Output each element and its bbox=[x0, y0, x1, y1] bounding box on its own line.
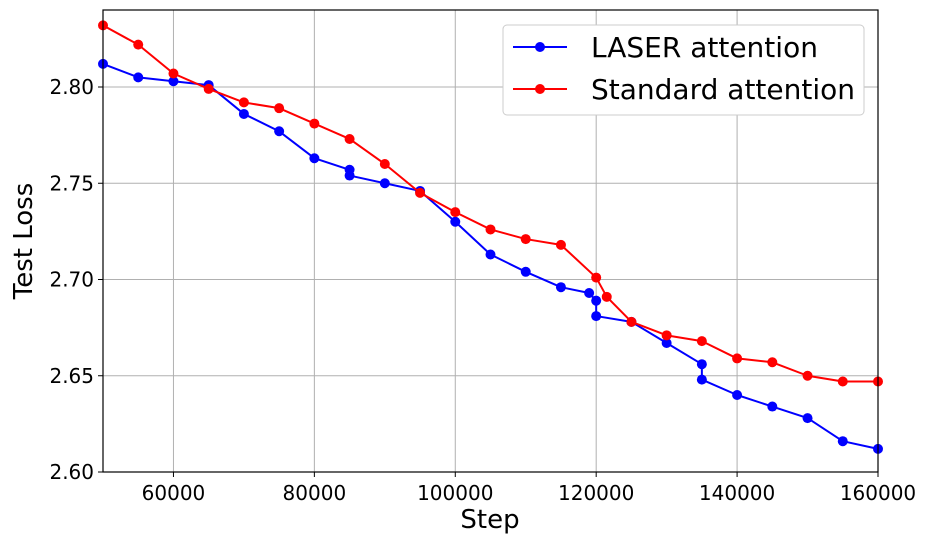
y-tick-label: 2.75 bbox=[49, 171, 94, 195]
data-point-laser bbox=[379, 178, 390, 189]
data-point-standard bbox=[802, 370, 813, 381]
data-point-standard bbox=[203, 83, 214, 94]
data-point-laser bbox=[133, 72, 144, 83]
series-layer bbox=[98, 20, 883, 454]
series-line-standard bbox=[102, 24, 878, 383]
data-point-standard bbox=[732, 353, 743, 364]
x-axis-title: Step bbox=[460, 505, 519, 535]
data-point-standard bbox=[415, 187, 426, 198]
data-point-laser bbox=[802, 413, 813, 424]
data-point-standard bbox=[661, 330, 672, 341]
data-point-laser bbox=[591, 311, 602, 322]
data-point-laser bbox=[584, 287, 595, 298]
data-point-standard bbox=[450, 207, 461, 218]
data-point-laser bbox=[168, 76, 179, 87]
y-tick-label: 2.70 bbox=[49, 268, 94, 292]
data-point-laser bbox=[696, 359, 707, 370]
data-point-standard bbox=[168, 68, 179, 79]
x-tick-label: 100000 bbox=[417, 481, 493, 505]
data-point-standard bbox=[133, 39, 144, 50]
x-tick-label: 160000 bbox=[840, 481, 916, 505]
data-point-laser bbox=[238, 108, 249, 119]
legend: LASER attention Standard attention bbox=[502, 24, 865, 116]
data-point-standard bbox=[555, 239, 566, 250]
data-point-standard bbox=[309, 118, 320, 129]
legend-label-standard: Standard attention bbox=[591, 73, 855, 106]
data-point-standard bbox=[696, 336, 707, 347]
x-tick-label: 140000 bbox=[699, 481, 775, 505]
data-point-standard bbox=[379, 159, 390, 169]
data-point-standard bbox=[485, 224, 496, 235]
data-point-laser bbox=[485, 249, 496, 260]
data-point-laser bbox=[309, 153, 320, 164]
data-point-standard bbox=[591, 272, 602, 283]
plot-frame bbox=[102, 9, 879, 473]
data-point-standard bbox=[837, 376, 848, 387]
y-tick-label: 2.60 bbox=[49, 460, 94, 484]
data-point-standard bbox=[344, 133, 355, 144]
data-point-laser bbox=[450, 216, 461, 227]
data-point-laser bbox=[732, 390, 743, 400]
data-point-laser bbox=[696, 374, 707, 385]
x-tick-label: 120000 bbox=[558, 481, 634, 505]
data-point-standard bbox=[274, 103, 285, 114]
x-tick-label: 80000 bbox=[283, 481, 347, 505]
data-point-laser bbox=[591, 295, 602, 306]
data-point-laser bbox=[661, 338, 672, 349]
y-tick-label: 2.80 bbox=[49, 75, 94, 99]
legend-box bbox=[502, 24, 865, 116]
legend-marker-standard bbox=[535, 84, 545, 94]
data-point-laser bbox=[520, 266, 531, 277]
y-tick-label: 2.65 bbox=[49, 364, 94, 388]
data-point-standard bbox=[601, 291, 612, 302]
data-point-laser bbox=[837, 436, 848, 447]
data-point-standard bbox=[520, 234, 531, 245]
legend-marker-laser bbox=[535, 42, 545, 52]
data-point-standard bbox=[238, 97, 249, 108]
series-laser bbox=[98, 58, 883, 454]
data-point-laser bbox=[555, 282, 566, 293]
data-point-laser bbox=[274, 126, 285, 137]
data-point-laser bbox=[767, 401, 778, 412]
ticks: 60000 80000 100000 120000 140000 160000 2.60 2.… bbox=[49, 75, 916, 505]
x-tick-label: 60000 bbox=[142, 481, 206, 505]
series-standard bbox=[98, 20, 883, 387]
data-point-standard bbox=[767, 357, 778, 368]
y-axis-title: Test Loss bbox=[9, 183, 39, 301]
legend-label-laser: LASER attention bbox=[591, 31, 818, 64]
data-point-laser bbox=[344, 170, 355, 181]
data-point-standard bbox=[626, 316, 637, 327]
